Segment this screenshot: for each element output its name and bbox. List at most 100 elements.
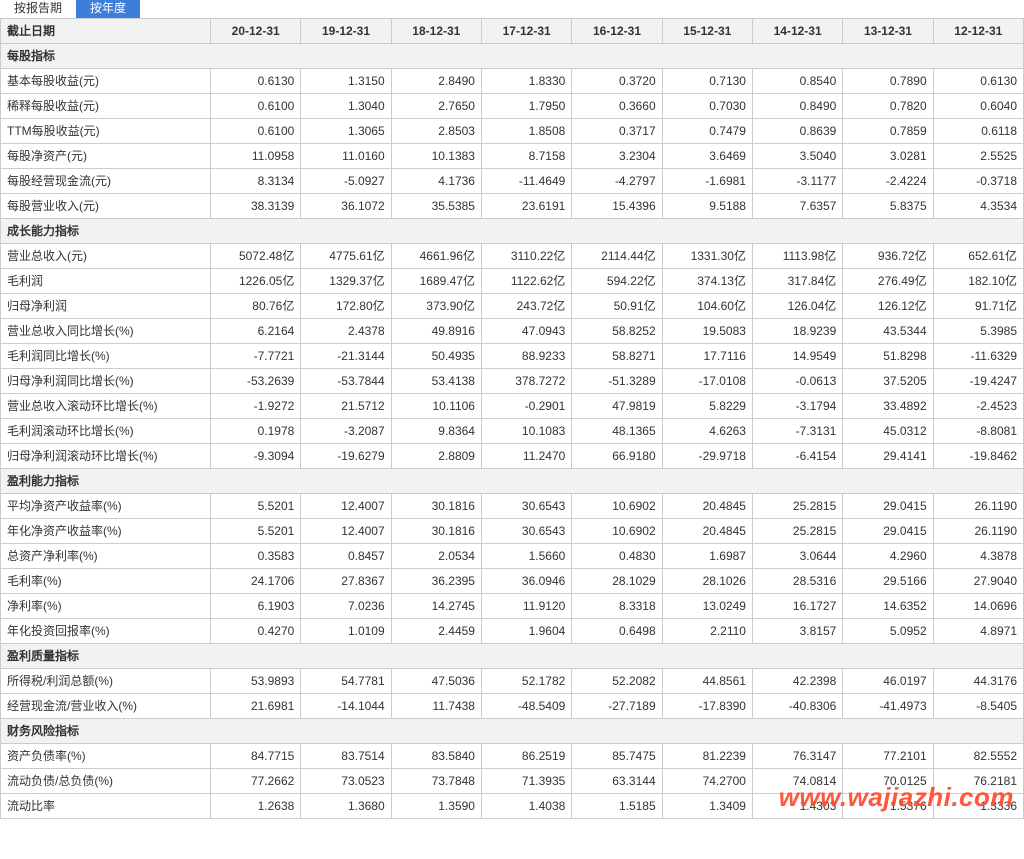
cell-value: 73.0523 [301, 769, 391, 794]
cell-value: 0.3717 [572, 119, 662, 144]
cell-value: 80.76亿 [211, 294, 301, 319]
cell-value: 84.7715 [211, 744, 301, 769]
cell-value: 45.0312 [843, 419, 933, 444]
cell-value: 2.4378 [301, 319, 391, 344]
cell-value: 2.5525 [933, 144, 1023, 169]
cell-value: 46.0197 [843, 669, 933, 694]
cell-value: 20.4845 [662, 494, 752, 519]
date-header: 19-12-31 [301, 19, 391, 44]
cell-value: 0.7820 [843, 94, 933, 119]
row-label: 资产负债率(%) [1, 744, 211, 769]
cell-value: 85.7475 [572, 744, 662, 769]
cell-value: 0.6100 [211, 94, 301, 119]
cell-value: 63.3144 [572, 769, 662, 794]
cell-value: 1.2638 [211, 794, 301, 819]
table-row: 年化净资产收益率(%)5.520112.400730.181630.654310… [1, 519, 1024, 544]
cell-value: 4.1736 [391, 169, 481, 194]
cell-value: 91.71亿 [933, 294, 1023, 319]
table-row: 年化投资回报率(%)0.42701.01092.44591.96040.6498… [1, 619, 1024, 644]
cell-value: -11.4649 [481, 169, 571, 194]
cell-value: 9.5188 [662, 194, 752, 219]
cell-value: 126.12亿 [843, 294, 933, 319]
table-row: TTM每股收益(元)0.61001.30652.85031.85080.3717… [1, 119, 1024, 144]
header-label: 截止日期 [1, 19, 211, 44]
table-row: 净利率(%)6.19037.023614.274511.91208.331813… [1, 594, 1024, 619]
cell-value: 71.3935 [481, 769, 571, 794]
cell-value: 25.2815 [752, 494, 842, 519]
cell-value: 0.3583 [211, 544, 301, 569]
cell-value: 8.3134 [211, 169, 301, 194]
cell-value: 27.8367 [301, 569, 391, 594]
cell-value: 42.2398 [752, 669, 842, 694]
section-header: 盈利能力指标 [1, 469, 1024, 494]
cell-value: 2.8503 [391, 119, 481, 144]
section-header: 成长能力指标 [1, 219, 1024, 244]
cell-value: 21.6981 [211, 694, 301, 719]
cell-value: 594.22亿 [572, 269, 662, 294]
cell-value: 76.2181 [933, 769, 1023, 794]
cell-value: 29.5166 [843, 569, 933, 594]
row-label: 流动比率 [1, 794, 211, 819]
row-label: 稀释每股收益(元) [1, 94, 211, 119]
date-header: 13-12-31 [843, 19, 933, 44]
cell-value: 26.1190 [933, 519, 1023, 544]
cell-value: 374.13亿 [662, 269, 752, 294]
table-row: 总资产净利率(%)0.35830.84572.05341.56600.48301… [1, 544, 1024, 569]
cell-value: 936.72亿 [843, 244, 933, 269]
cell-value: 0.7890 [843, 69, 933, 94]
cell-value: 74.2700 [662, 769, 752, 794]
cell-value: -29.9718 [662, 444, 752, 469]
cell-value: 47.9819 [572, 394, 662, 419]
cell-value: -6.4154 [752, 444, 842, 469]
cell-value: -11.6329 [933, 344, 1023, 369]
cell-value: 373.90亿 [391, 294, 481, 319]
cell-value: 1329.37亿 [301, 269, 391, 294]
cell-value: 21.5712 [301, 394, 391, 419]
cell-value: 81.2239 [662, 744, 752, 769]
cell-value: 182.10亿 [933, 269, 1023, 294]
cell-value: 14.2745 [391, 594, 481, 619]
cell-value: 0.7130 [662, 69, 752, 94]
table-row: 毛利润同比增长(%)-7.7721-21.314450.493588.92335… [1, 344, 1024, 369]
cell-value: 4.6263 [662, 419, 752, 444]
cell-value: 2114.44亿 [572, 244, 662, 269]
cell-value: -19.8462 [933, 444, 1023, 469]
cell-value: 3110.22亿 [481, 244, 571, 269]
cell-value: 1.5185 [572, 794, 662, 819]
cell-value: -1.6981 [662, 169, 752, 194]
cell-value: 10.6902 [572, 519, 662, 544]
cell-value: -17.0108 [662, 369, 752, 394]
cell-value: 1.3065 [301, 119, 391, 144]
cell-value: 5.8229 [662, 394, 752, 419]
row-label: 归母净利润同比增长(%) [1, 369, 211, 394]
cell-value: 28.5316 [752, 569, 842, 594]
cell-value: 44.8561 [662, 669, 752, 694]
cell-value: 0.7859 [843, 119, 933, 144]
cell-value: 27.9040 [933, 569, 1023, 594]
cell-value: 30.6543 [481, 494, 571, 519]
cell-value: 3.0281 [843, 144, 933, 169]
table-row: 流动比率1.26381.36801.35901.40381.51851.3409… [1, 794, 1024, 819]
cell-value: 53.9893 [211, 669, 301, 694]
tab-bar: 按报告期 按年度 [0, 0, 1024, 18]
tab-by-report[interactable]: 按报告期 [0, 0, 76, 18]
cell-value: 36.2395 [391, 569, 481, 594]
cell-value: 86.2519 [481, 744, 571, 769]
cell-value: 1.6987 [662, 544, 752, 569]
tab-by-year[interactable]: 按年度 [76, 0, 140, 18]
cell-value: 53.4138 [391, 369, 481, 394]
cell-value: 44.3176 [933, 669, 1023, 694]
cell-value: 18.9239 [752, 319, 842, 344]
table-row: 流动负债/总负债(%)77.266273.052373.784871.39356… [1, 769, 1024, 794]
cell-value: -1.9272 [211, 394, 301, 419]
cell-value: -17.8390 [662, 694, 752, 719]
row-label: 毛利率(%) [1, 569, 211, 594]
cell-value: 11.0958 [211, 144, 301, 169]
cell-value: 54.7781 [301, 669, 391, 694]
cell-value: 48.1365 [572, 419, 662, 444]
date-header: 20-12-31 [211, 19, 301, 44]
row-label: 年化投资回报率(%) [1, 619, 211, 644]
cell-value: -7.7721 [211, 344, 301, 369]
cell-value: 28.1026 [662, 569, 752, 594]
row-label: 营业总收入滚动环比增长(%) [1, 394, 211, 419]
